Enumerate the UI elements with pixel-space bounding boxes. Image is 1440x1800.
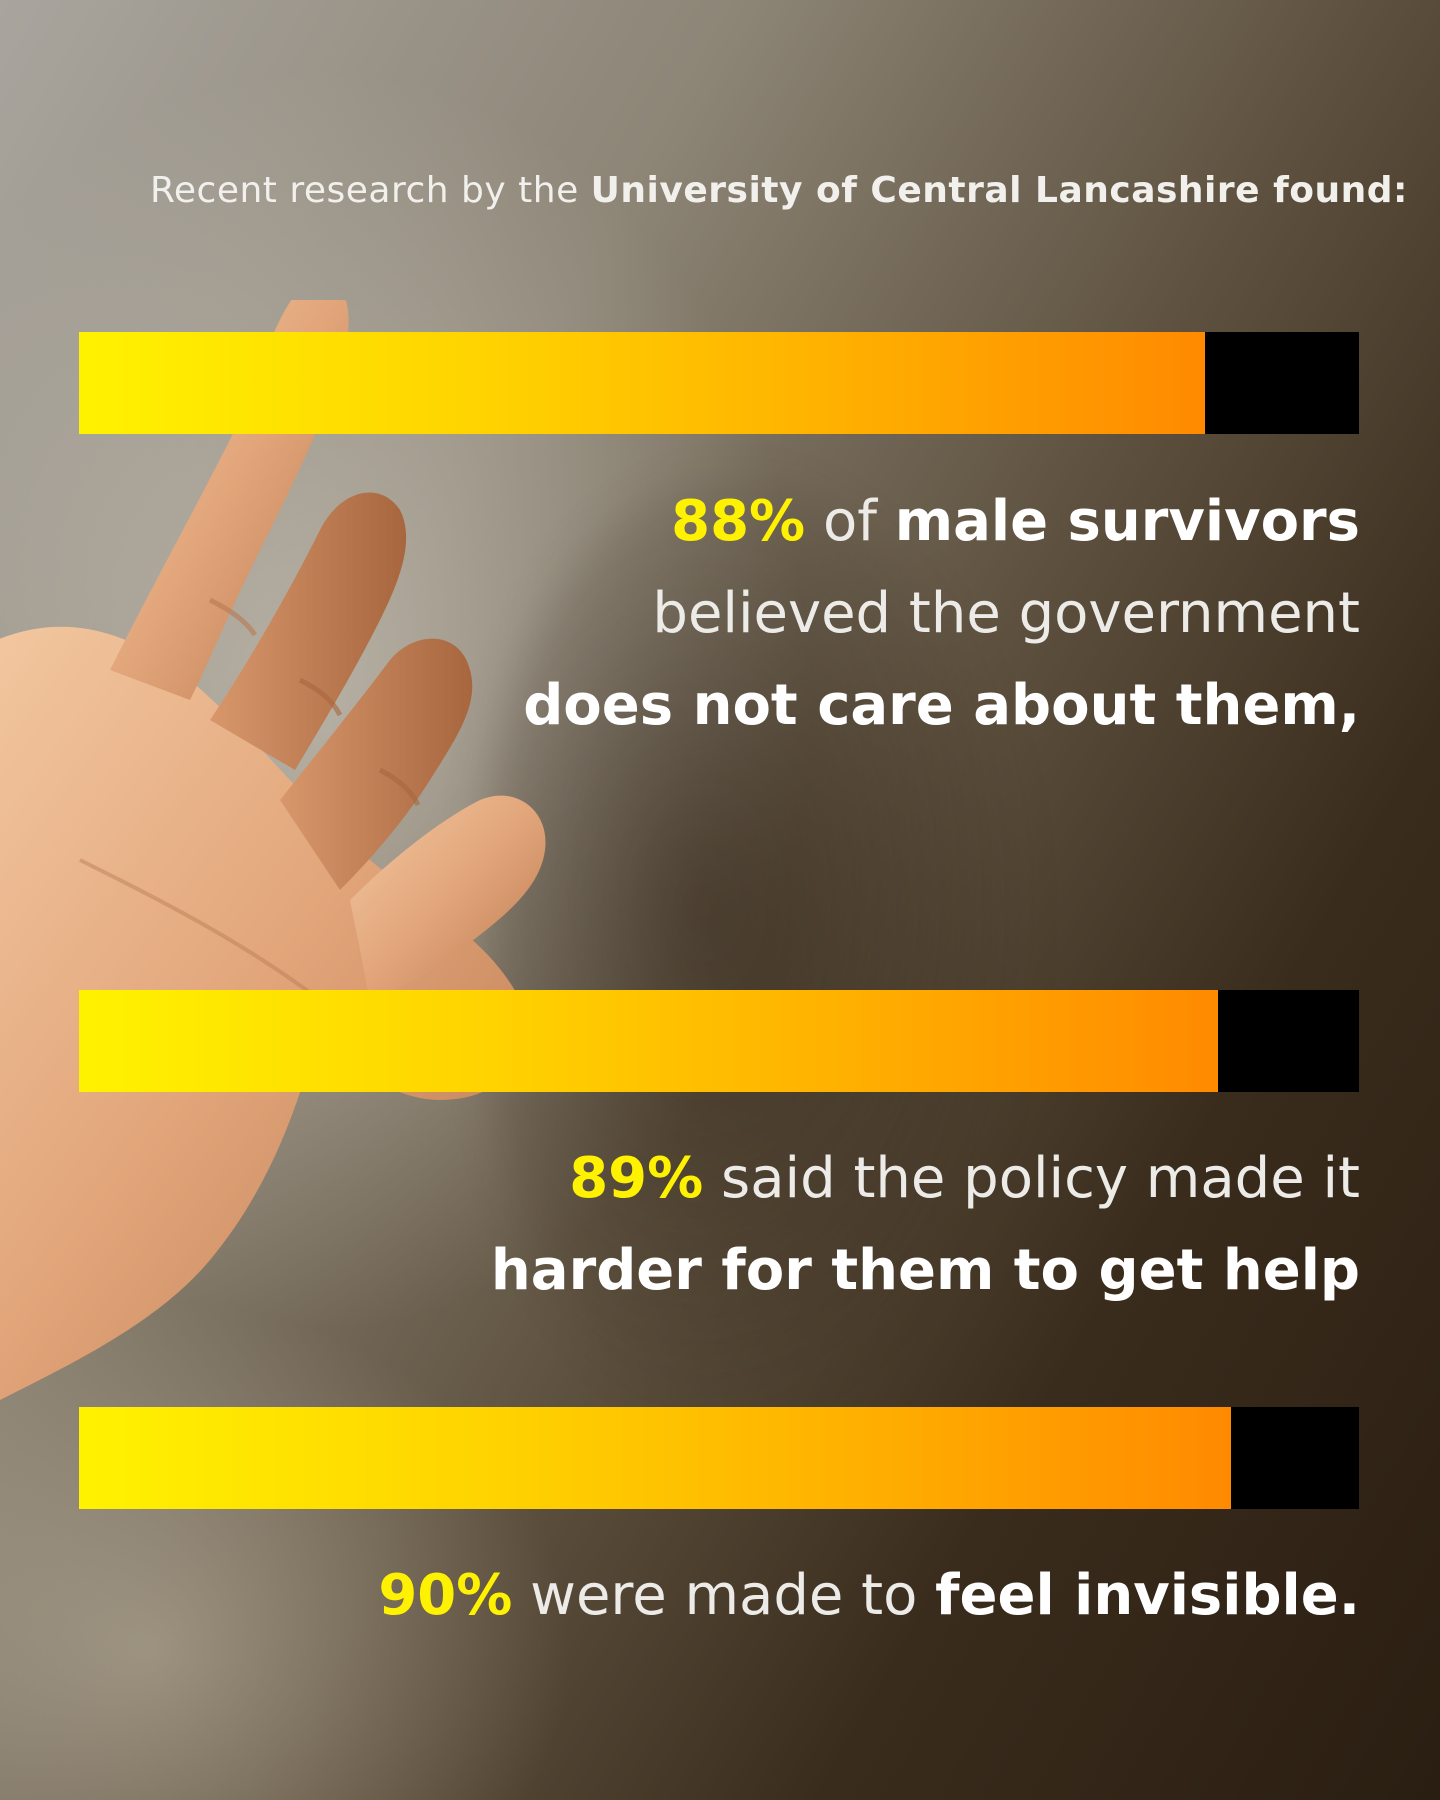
stat-1-line-1: 88% of male survivors xyxy=(523,476,1360,568)
stat-1-line-3: does not care about them, xyxy=(523,673,1360,738)
stat-3-line1-bold: feel invisible. xyxy=(935,1563,1360,1628)
stat-bar-2 xyxy=(79,990,1359,1092)
stat-2-line-2: harder for them to get help xyxy=(490,1238,1360,1303)
stat-bar-3 xyxy=(79,1407,1359,1509)
stat-2-percent: 89% xyxy=(569,1146,704,1211)
research-headline: Recent research by the University of Cen… xyxy=(150,170,1407,211)
stat-text-1: 88% of male survivors believed the gover… xyxy=(523,476,1360,752)
stat-text-2: 89% said the policy made it harder for t… xyxy=(491,1133,1360,1317)
stat-bar-fill-3 xyxy=(79,1407,1231,1509)
stat-text-3: 90% were made to feel invisible. xyxy=(378,1550,1360,1642)
stat-2-line-1: 89% said the policy made it xyxy=(491,1133,1360,1225)
stat-1-line1-bold: male survivors xyxy=(894,489,1360,554)
stat-3-line-1: 90% were made to feel invisible. xyxy=(378,1550,1360,1642)
headline-source: University of Central Lancashire found: xyxy=(590,170,1408,211)
stat-2-line1-rest: said the policy made it xyxy=(703,1146,1360,1211)
stat-1-percent: 88% xyxy=(671,489,806,554)
stat-3-percent: 90% xyxy=(378,1563,513,1628)
stat-3-line1-rest: were made to xyxy=(512,1563,936,1628)
stat-bar-1 xyxy=(79,332,1359,434)
stat-1-line1-rest: of xyxy=(805,489,895,554)
stat-1-line-2: believed the government xyxy=(652,581,1360,646)
hand-shadow xyxy=(480,480,1040,1430)
stat-bar-fill-1 xyxy=(79,332,1206,434)
stat-bar-fill-2 xyxy=(79,990,1219,1092)
headline-intro: Recent research by the xyxy=(150,170,591,211)
